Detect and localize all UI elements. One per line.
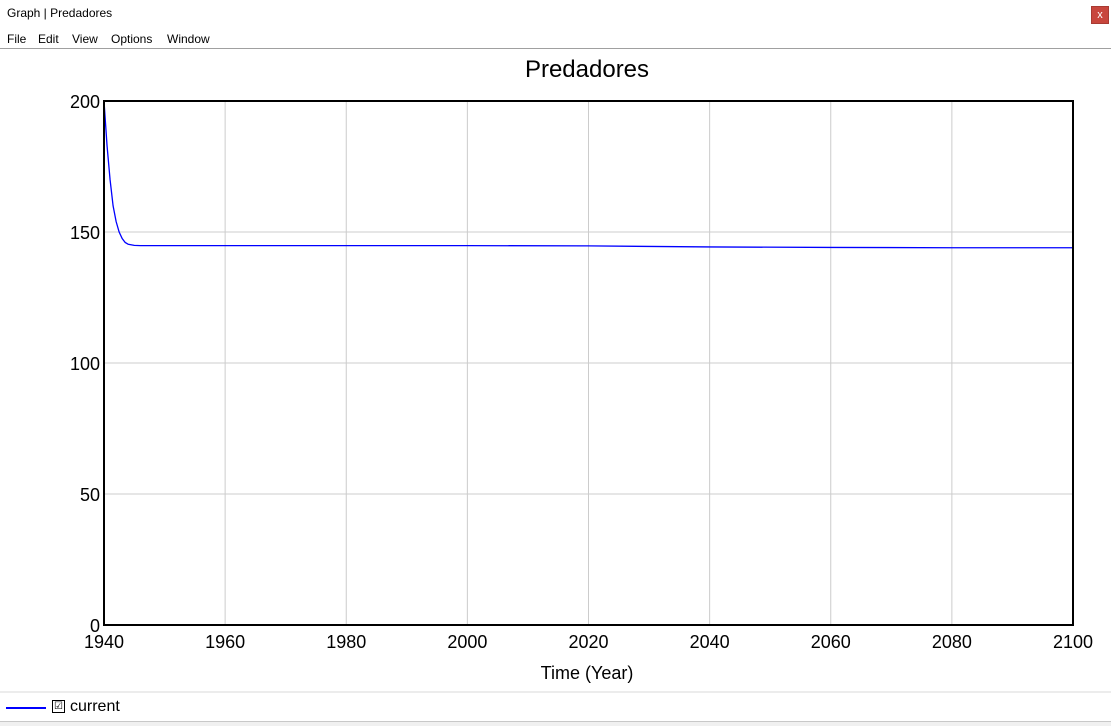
legend-checkbox[interactable]: ☑ bbox=[52, 700, 65, 713]
y-tick-label: 150 bbox=[70, 223, 100, 243]
menu-bar: File Edit View Options Window bbox=[0, 29, 1111, 49]
y-tick-label: 100 bbox=[70, 354, 100, 374]
y-tick-label: 200 bbox=[70, 92, 100, 112]
status-strip bbox=[0, 721, 1111, 726]
x-tick-label: 1960 bbox=[205, 632, 245, 652]
menu-window[interactable]: Window bbox=[167, 32, 210, 46]
series-line-current bbox=[103, 100, 1073, 249]
predadores-chart: Predadores 0 50 100 150 200 1940 1960 1980 2000… bbox=[70, 56, 1093, 683]
menu-options[interactable]: Options bbox=[111, 32, 153, 46]
y-tick-label: 50 bbox=[80, 485, 100, 505]
x-tick-label: 1940 bbox=[84, 632, 124, 652]
menu-divider bbox=[0, 48, 1111, 49]
x-tick-label: 2040 bbox=[690, 632, 730, 652]
x-tick-label: 2000 bbox=[447, 632, 487, 652]
y-axis-ticks: 0 50 100 150 200 bbox=[70, 92, 100, 636]
menu-view[interactable]: View bbox=[72, 32, 98, 46]
legend-line-swatch bbox=[6, 707, 46, 709]
chart-title: Predadores bbox=[525, 56, 649, 83]
close-icon: x bbox=[1097, 9, 1103, 21]
x-axis-ticks: 1940 1960 1980 2000 2020 2040 2060 2080 2100 bbox=[84, 632, 1093, 652]
plot-frame bbox=[103, 100, 1074, 626]
menu-edit[interactable]: Edit bbox=[38, 32, 59, 46]
close-button[interactable]: x bbox=[1091, 6, 1109, 24]
y-tick-label: 0 bbox=[90, 616, 100, 636]
x-tick-label: 2080 bbox=[932, 632, 972, 652]
series-layer bbox=[103, 100, 1073, 249]
x-axis-label: Time (Year) bbox=[541, 663, 634, 683]
grid bbox=[104, 101, 1073, 625]
legend-bar: ☑ current bbox=[0, 691, 1111, 723]
legend-label: current bbox=[70, 698, 120, 715]
title-bar: Graph | Predadores x bbox=[0, 0, 1111, 28]
x-tick-label: 2100 bbox=[1053, 632, 1093, 652]
menu-file[interactable]: File bbox=[7, 32, 27, 46]
x-tick-label: 1980 bbox=[326, 632, 366, 652]
graph-panel bbox=[0, 49, 1111, 691]
window-title: Graph | Predadores bbox=[7, 6, 113, 20]
x-tick-label: 2020 bbox=[568, 632, 608, 652]
x-tick-label: 2060 bbox=[811, 632, 851, 652]
